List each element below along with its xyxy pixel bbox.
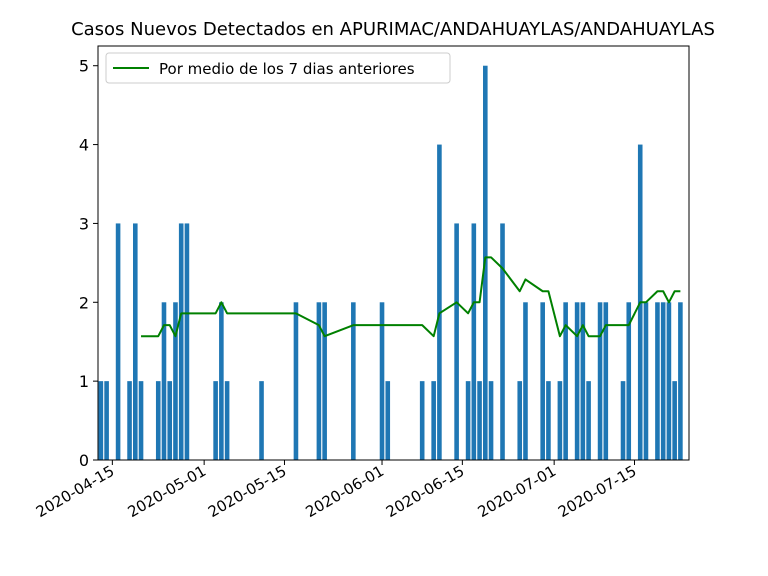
bar bbox=[184, 223, 190, 460]
x-tick-label: 2020-04-15 bbox=[33, 462, 118, 521]
bar bbox=[127, 381, 132, 460]
x-tick-label: 2020-07-15 bbox=[555, 462, 640, 521]
x-tick-label: 2020-05-15 bbox=[205, 462, 290, 521]
bar bbox=[500, 223, 505, 460]
x-tick-label: 2020-06-01 bbox=[303, 462, 388, 521]
bar bbox=[385, 381, 391, 460]
legend-label: Por medio de los 7 dias anteriores bbox=[159, 60, 415, 78]
bar bbox=[586, 381, 591, 460]
bar bbox=[351, 302, 356, 460]
bar bbox=[167, 381, 173, 460]
bar bbox=[678, 302, 683, 460]
chart-title: Casos Nuevos Detectados en APURIMAC/ANDA… bbox=[71, 19, 715, 40]
bar bbox=[173, 302, 178, 460]
bar bbox=[666, 302, 672, 460]
bar bbox=[138, 381, 144, 460]
bar bbox=[488, 381, 494, 460]
bar bbox=[580, 302, 586, 460]
line-series bbox=[141, 256, 681, 338]
bar bbox=[322, 302, 327, 460]
y-tick-label: 0 bbox=[79, 451, 89, 470]
bar bbox=[546, 381, 551, 460]
bar bbox=[603, 302, 609, 460]
legend: Por medio de los 7 dias anteriores bbox=[105, 52, 451, 84]
bar bbox=[431, 381, 436, 460]
bar bbox=[660, 302, 666, 460]
y-tick-label: 1 bbox=[79, 372, 89, 391]
bar bbox=[517, 381, 523, 460]
bar bbox=[178, 223, 184, 460]
bar bbox=[161, 302, 167, 460]
bar bbox=[597, 302, 603, 460]
bar bbox=[523, 302, 528, 460]
bar bbox=[540, 302, 545, 460]
moving-average-line bbox=[141, 256, 681, 338]
bar bbox=[672, 381, 677, 460]
bar bbox=[620, 381, 626, 460]
bar bbox=[437, 144, 442, 460]
bar bbox=[626, 302, 632, 460]
x-tick-label: 2020-07-01 bbox=[475, 462, 560, 521]
bar bbox=[133, 223, 138, 460]
bar bbox=[98, 381, 104, 460]
bar bbox=[471, 223, 477, 460]
y-tick-label: 2 bbox=[79, 293, 89, 312]
x-tick-label: 2020-06-15 bbox=[383, 462, 468, 521]
bar bbox=[574, 302, 580, 460]
bar bbox=[316, 302, 322, 460]
bar bbox=[104, 381, 109, 460]
bar-series bbox=[98, 65, 683, 461]
bar bbox=[643, 302, 649, 460]
bar bbox=[213, 381, 218, 460]
bar bbox=[224, 381, 230, 460]
y-tick-label: 5 bbox=[79, 57, 89, 76]
bar bbox=[379, 302, 385, 460]
bar bbox=[419, 381, 425, 460]
bar bbox=[477, 381, 482, 460]
bar bbox=[155, 381, 161, 460]
bar bbox=[454, 223, 459, 460]
bar bbox=[563, 302, 568, 460]
plot-frame bbox=[97, 45, 690, 461]
bar bbox=[115, 223, 121, 460]
legend-box bbox=[105, 52, 451, 84]
y-axis: 0 1 2 3 4 5 bbox=[79, 57, 98, 470]
bar bbox=[219, 302, 224, 460]
bar bbox=[655, 302, 660, 460]
y-tick-label: 4 bbox=[79, 136, 89, 155]
bar bbox=[259, 381, 264, 460]
x-tick-label: 2020-05-01 bbox=[125, 462, 210, 521]
bar bbox=[293, 302, 299, 460]
bar bbox=[557, 381, 563, 460]
y-tick-label: 3 bbox=[79, 214, 89, 233]
bar bbox=[465, 381, 471, 460]
